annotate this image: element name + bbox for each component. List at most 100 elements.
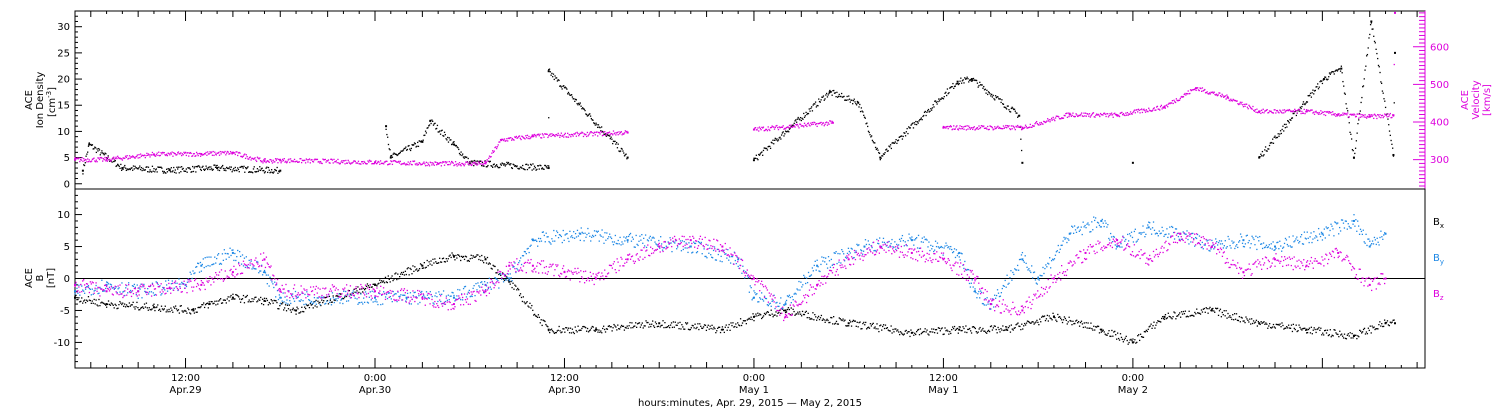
data-point xyxy=(767,146,769,148)
data-point xyxy=(809,110,811,112)
data-point xyxy=(90,160,93,162)
data-point xyxy=(82,160,84,162)
data-point xyxy=(1329,329,1331,331)
data-point xyxy=(512,266,514,268)
data-point xyxy=(1099,115,1101,118)
data-point xyxy=(384,276,387,279)
data-point xyxy=(519,260,521,262)
data-point xyxy=(632,326,634,329)
data-point xyxy=(701,253,703,255)
data-point xyxy=(260,296,262,299)
data-point xyxy=(537,165,540,167)
data-point xyxy=(1393,319,1395,321)
data-point xyxy=(1287,109,1290,112)
data-point xyxy=(344,295,346,297)
data-point xyxy=(1343,333,1346,335)
data-point xyxy=(429,291,431,293)
data-point xyxy=(1268,325,1270,327)
data-point xyxy=(222,259,225,262)
data-point xyxy=(1081,323,1084,325)
data-point xyxy=(578,135,580,137)
data-point xyxy=(1234,99,1237,102)
data-point xyxy=(216,254,219,256)
data-point xyxy=(591,234,594,237)
data-point xyxy=(691,252,693,254)
data-point xyxy=(833,89,835,92)
data-point xyxy=(585,236,587,238)
data-point xyxy=(1362,86,1364,88)
data-point xyxy=(551,238,553,240)
data-point xyxy=(270,159,272,161)
data-point xyxy=(614,325,616,327)
data-point xyxy=(868,327,871,329)
data-point xyxy=(487,263,490,265)
data-point xyxy=(923,330,925,333)
data-point xyxy=(1071,114,1073,117)
data-point xyxy=(508,277,511,280)
data-point xyxy=(426,164,428,167)
data-point xyxy=(901,138,904,140)
data-point xyxy=(473,159,476,162)
data-point xyxy=(910,239,913,242)
data-point xyxy=(496,272,498,274)
data-point xyxy=(1190,314,1192,317)
data-point xyxy=(582,232,584,235)
data-point xyxy=(1233,319,1235,321)
data-point xyxy=(511,286,513,289)
data-point xyxy=(1159,320,1161,323)
data-point xyxy=(253,267,255,270)
data-point xyxy=(775,139,777,141)
data-point xyxy=(462,287,465,290)
data-point xyxy=(1359,110,1361,112)
data-point xyxy=(1202,90,1204,92)
data-point xyxy=(440,130,443,132)
data-point xyxy=(1378,116,1380,118)
data-point xyxy=(408,274,410,276)
data-point xyxy=(1336,333,1338,335)
data-point xyxy=(997,125,999,127)
data-point xyxy=(829,321,831,324)
data-point xyxy=(496,165,499,168)
data-point xyxy=(324,158,326,161)
data-point xyxy=(119,291,121,293)
data-point xyxy=(323,296,326,299)
data-point xyxy=(558,134,560,136)
data-point xyxy=(684,328,686,330)
data-point xyxy=(283,309,285,311)
data-point xyxy=(276,289,279,292)
data-point xyxy=(753,319,755,322)
data-point xyxy=(564,86,566,88)
data-point xyxy=(1021,126,1024,129)
data-point xyxy=(466,260,469,262)
data-point xyxy=(223,249,225,251)
data-point xyxy=(459,255,461,258)
data-point xyxy=(381,281,384,283)
data-point xyxy=(652,325,655,327)
data-point xyxy=(463,165,465,167)
data-point xyxy=(1242,239,1245,242)
data-point xyxy=(553,332,556,335)
data-point xyxy=(990,126,993,128)
data-point xyxy=(669,237,671,239)
data-point xyxy=(103,290,105,292)
data-point xyxy=(1273,136,1275,138)
data-point xyxy=(707,244,709,246)
data-point xyxy=(547,165,549,167)
data-point xyxy=(1310,326,1313,328)
data-point xyxy=(1324,76,1327,78)
data-point xyxy=(180,305,182,307)
data-point xyxy=(487,287,490,290)
data-point xyxy=(81,285,83,287)
data-point xyxy=(133,168,135,170)
data-point xyxy=(1170,102,1173,104)
data-point xyxy=(1315,110,1317,112)
data-point xyxy=(1172,316,1174,318)
data-point xyxy=(323,159,325,161)
data-point xyxy=(396,300,398,303)
data-point xyxy=(1368,115,1371,118)
data-point xyxy=(181,310,183,312)
data-point xyxy=(256,168,259,170)
data-point xyxy=(265,167,267,169)
data-point xyxy=(623,132,626,134)
data-point xyxy=(1322,79,1324,81)
